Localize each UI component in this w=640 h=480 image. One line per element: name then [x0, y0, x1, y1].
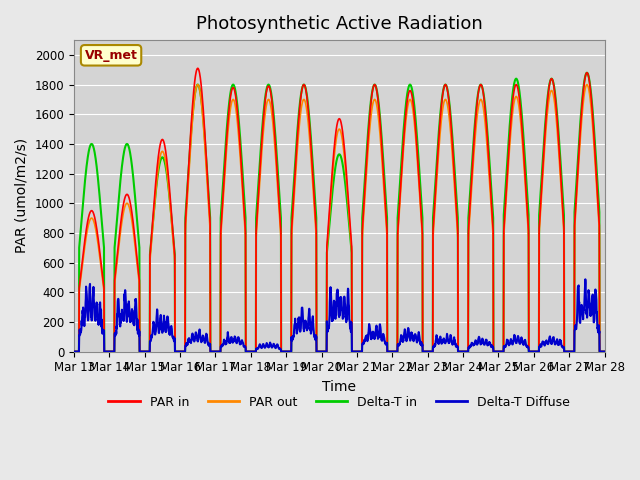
Legend: PAR in, PAR out, Delta-T in, Delta-T Diffuse: PAR in, PAR out, Delta-T in, Delta-T Dif… — [103, 391, 575, 414]
X-axis label: Time: Time — [323, 380, 356, 394]
Title: Photosynthetic Active Radiation: Photosynthetic Active Radiation — [196, 15, 483, 33]
Y-axis label: PAR (umol/m2/s): PAR (umol/m2/s) — [15, 138, 29, 253]
Text: VR_met: VR_met — [84, 49, 138, 62]
